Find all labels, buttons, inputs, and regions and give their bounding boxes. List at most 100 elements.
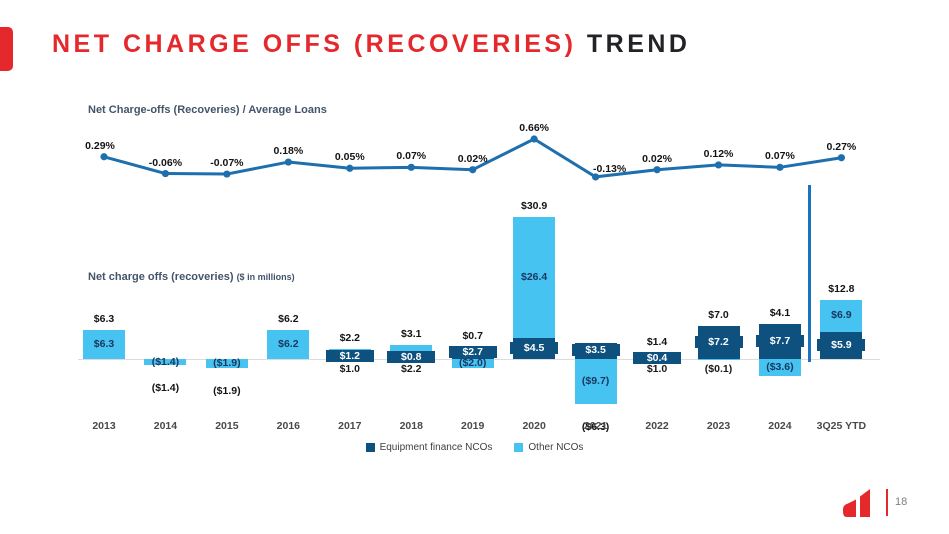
equipment-segment-label: $4.5 (510, 342, 559, 355)
legend-label: Equipment finance NCOs (379, 442, 493, 453)
line-data-point (469, 166, 477, 174)
equipment-segment-label: $1.2 (325, 349, 374, 362)
other-segment-label: ($3.6) (766, 360, 794, 373)
line-data-label: 0.29% (85, 139, 115, 152)
other-segment-label: $6.3 (93, 338, 115, 350)
other-nco-bar-segment (205, 359, 248, 368)
line-chart-title: Net Charge-offs (Recoveries) / Average L… (88, 104, 327, 116)
x-axis-label: 2015 (215, 420, 239, 432)
line-data-label: 0.18% (273, 145, 304, 158)
ytd-divider-line (807, 185, 811, 362)
line-data-label: 0.27% (826, 140, 857, 153)
bar-total-label: $7.0 (708, 308, 729, 321)
equipment-segment-label: $0.4 (633, 351, 682, 364)
other-segment-label: ($0.1) (704, 363, 733, 376)
line-data-label: -0.06% (148, 156, 183, 169)
x-axis-label: 2017 (338, 420, 362, 432)
x-axis-label: 2024 (768, 420, 792, 432)
x-axis-label: 2020 (522, 420, 546, 432)
line-data-point (407, 163, 415, 171)
line-data-label: 0.12% (703, 147, 734, 160)
x-axis-label: 2016 (276, 420, 301, 432)
other-segment-label: ($2.0) (458, 357, 487, 370)
page-number: 18 (895, 496, 908, 508)
equipment-segment-label: $7.7 (755, 334, 804, 347)
equipment-segment-label: $2.7 (448, 346, 497, 359)
equipment-segment-label: $0.8 (387, 350, 436, 363)
other-nco-bar-segment (513, 216, 556, 339)
line-data-label: 0.07% (765, 150, 795, 163)
equipment-segment-label: $7.2 (694, 335, 743, 348)
line-data-label: 0.02% (642, 152, 672, 165)
page-title-red: NET CHARGE OFFS (RECOVERIES) (52, 30, 587, 58)
x-axis-label: 2013 (92, 420, 116, 432)
other-nco-bar-segment (451, 359, 494, 369)
other-nco-bar-segment (574, 359, 617, 404)
x-axis-label: 2023 (706, 420, 731, 432)
legend-label: Other NCOs (528, 442, 584, 453)
other-nco-bar-segment (820, 300, 863, 332)
other-nco-bar-segment (144, 359, 187, 366)
bar-total-label: ($1.9) (213, 384, 241, 397)
page-title-dark: TREND (586, 30, 691, 58)
line-data-point (837, 154, 846, 162)
other-segment-label: ($9.7) (581, 374, 610, 387)
x-axis-label: 2018 (399, 420, 423, 432)
bar-chart-title-note: ($ in millions) (236, 272, 295, 282)
bar-total-label: $2.2 (339, 331, 361, 344)
x-axis-label: 2019 (461, 420, 485, 432)
line-data-point (284, 158, 292, 166)
x-axis-label: 2021 (583, 420, 608, 432)
chart-legend: Equipment finance NCOs Other NCOs (0, 442, 949, 453)
other-segment-label: $26.4 (521, 271, 548, 284)
bar-total-label: $6.2 (278, 313, 299, 326)
bar-total-label: $6.3 (93, 313, 115, 326)
bar-total-label: $12.8 (828, 283, 855, 296)
bar-total-label: $1.4 (646, 335, 668, 348)
other-segment-label: $1.0 (646, 363, 668, 375)
line-data-point (100, 153, 108, 161)
line-data-label: -0.13% (592, 162, 627, 175)
bar-chart-title: Net charge offs (recoveries) ($ in milli… (88, 271, 295, 283)
footer-divider (886, 489, 888, 516)
other-nco-bar-segment (758, 359, 801, 376)
line-data-label: 0.05% (334, 151, 365, 164)
x-axis-label: 2014 (153, 420, 178, 432)
other-nco-bar-segment (267, 330, 310, 359)
line-data-point (653, 166, 661, 174)
other-segment-label: $6.2 (278, 338, 299, 351)
line-data-point (714, 161, 723, 169)
bar-total-label: $0.7 (462, 329, 483, 342)
line-data-point (223, 170, 231, 178)
accent-block (0, 27, 13, 71)
bar-total-label: ($1.4) (151, 382, 180, 395)
line-data-point (776, 163, 784, 171)
line-data-label: 0.07% (396, 150, 427, 163)
legend-item-equipment-ncos: Equipment finance NCOs (365, 442, 493, 453)
legend-swatch-icon (514, 443, 524, 452)
bar-chart-title-main: Net charge offs (recoveries) (88, 271, 234, 283)
bar-total-label: $3.1 (401, 328, 422, 341)
legend-swatch-icon (365, 443, 375, 452)
x-axis-label: 3Q25 YTD (816, 420, 867, 432)
equipment-segment-label: $3.5 (571, 344, 620, 357)
company-logo-icon (843, 489, 870, 517)
other-nco-bar-segment (390, 345, 433, 356)
other-nco-bar-segment (83, 330, 125, 359)
other-segment-label: ($1.4) (151, 355, 180, 368)
other-segment-label: ($1.9) (213, 356, 241, 369)
bar-total-label: $4.1 (769, 306, 791, 319)
line-data-point (530, 135, 538, 143)
line-data-label: 0.02% (457, 152, 488, 165)
equipment-segment-label: $5.9 (817, 338, 866, 351)
line-data-label: -0.07% (210, 157, 244, 170)
legend-item-other-ncos: Other NCOs (514, 442, 583, 453)
line-data-label: 0.66% (519, 122, 550, 134)
page-title: NET CHARGE OFFS (RECOVERIES) TREND (52, 30, 690, 59)
bar-total-label: $30.9 (521, 199, 548, 212)
line-data-point (346, 164, 354, 172)
other-segment-label: $2.2 (401, 363, 422, 375)
line-data-point (161, 169, 170, 178)
